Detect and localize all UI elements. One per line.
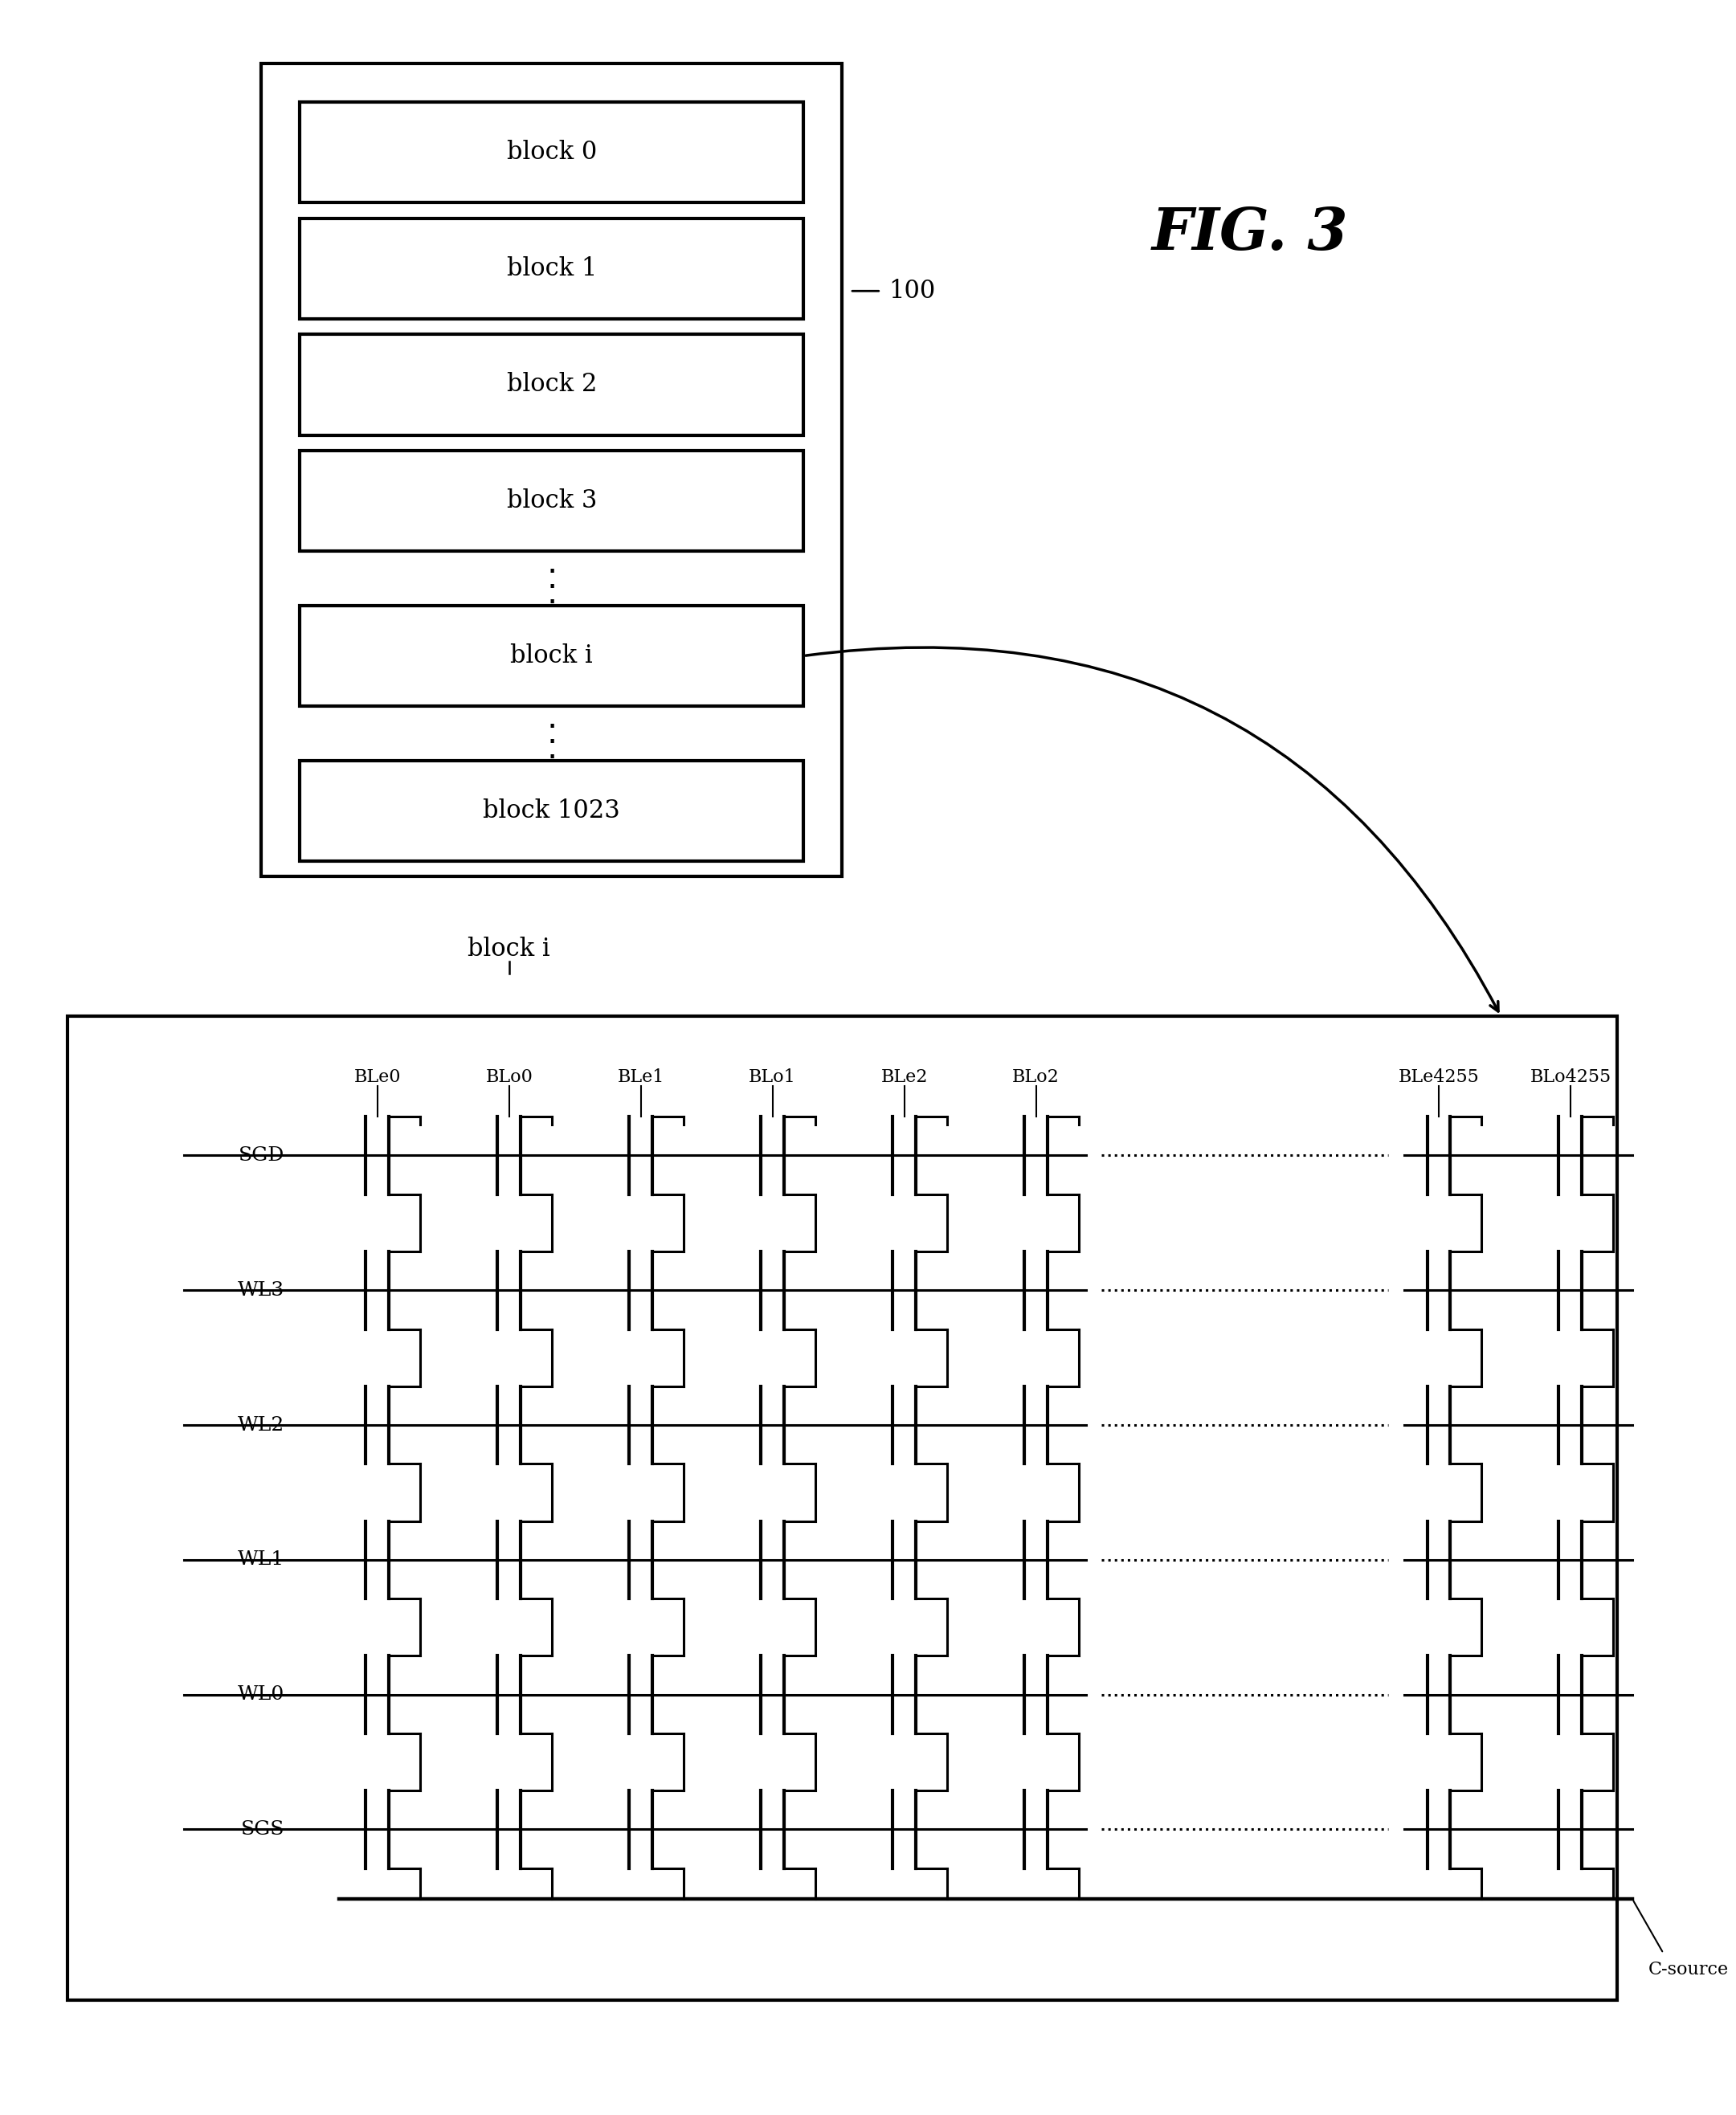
Text: BLo1: BLo1 xyxy=(748,1068,797,1085)
Text: .: . xyxy=(547,560,557,594)
FancyBboxPatch shape xyxy=(300,605,804,706)
Text: BLe4255: BLe4255 xyxy=(1397,1068,1479,1085)
Text: 100: 100 xyxy=(889,279,936,302)
Text: FIG. 3: FIG. 3 xyxy=(1153,205,1349,262)
Text: BLe2: BLe2 xyxy=(880,1068,927,1085)
FancyBboxPatch shape xyxy=(300,218,804,319)
FancyBboxPatch shape xyxy=(68,1015,1616,2001)
FancyBboxPatch shape xyxy=(300,102,804,203)
Text: WL3: WL3 xyxy=(238,1282,285,1299)
Text: block 1: block 1 xyxy=(507,256,597,281)
Text: block i: block i xyxy=(510,643,594,668)
FancyBboxPatch shape xyxy=(300,334,804,436)
Text: SGS: SGS xyxy=(241,1821,285,1838)
FancyBboxPatch shape xyxy=(260,63,842,876)
FancyBboxPatch shape xyxy=(300,761,804,861)
Text: BLo4255: BLo4255 xyxy=(1529,1068,1611,1085)
Text: .: . xyxy=(547,732,557,766)
Text: WL0: WL0 xyxy=(238,1686,285,1705)
Text: .: . xyxy=(547,577,557,611)
Text: BLo2: BLo2 xyxy=(1012,1068,1059,1085)
Text: block 3: block 3 xyxy=(507,489,597,514)
Text: BLe0: BLe0 xyxy=(354,1068,401,1085)
Text: C-source: C-source xyxy=(1647,1961,1729,1980)
FancyBboxPatch shape xyxy=(300,450,804,552)
Text: BLe1: BLe1 xyxy=(618,1068,665,1085)
Text: block 2: block 2 xyxy=(507,372,597,398)
Text: block 0: block 0 xyxy=(507,140,597,165)
Text: WL2: WL2 xyxy=(238,1415,285,1434)
Text: BLo0: BLo0 xyxy=(486,1068,533,1085)
Text: block 1023: block 1023 xyxy=(483,797,620,823)
Text: block i: block i xyxy=(469,937,550,962)
Text: .: . xyxy=(547,717,557,751)
Text: SGD: SGD xyxy=(238,1146,285,1165)
Text: .: . xyxy=(547,700,557,734)
Text: WL1: WL1 xyxy=(238,1550,285,1569)
Text: .: . xyxy=(547,546,557,580)
